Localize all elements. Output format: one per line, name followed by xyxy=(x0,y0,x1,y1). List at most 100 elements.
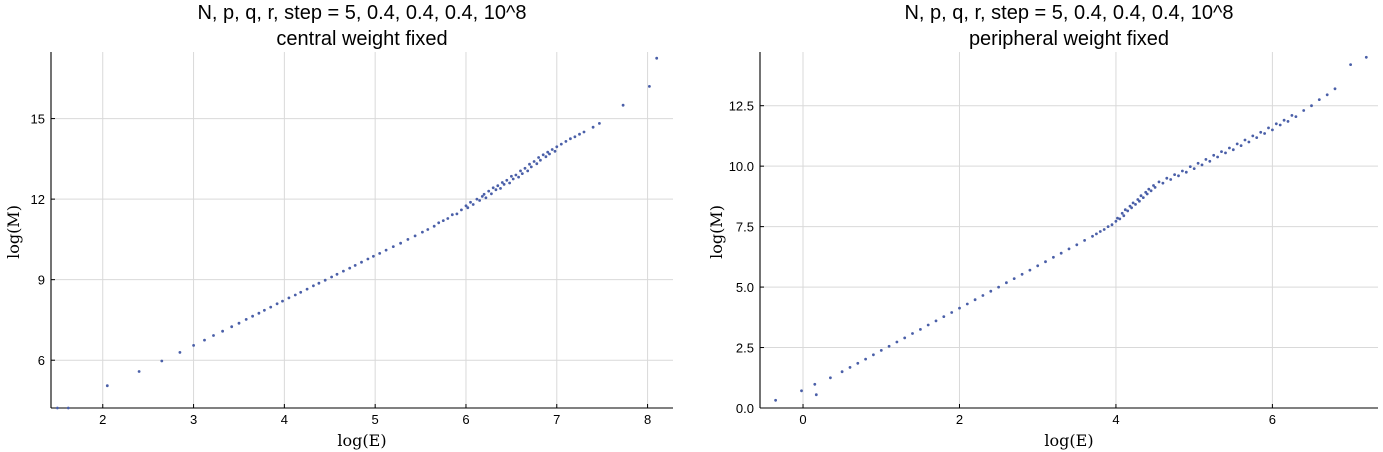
y-tick-label: 2.5 xyxy=(736,341,754,356)
data-point xyxy=(263,308,266,312)
data-point xyxy=(840,370,844,374)
data-point xyxy=(230,325,234,329)
data-point xyxy=(160,359,164,363)
data-point xyxy=(1317,98,1321,101)
data-point xyxy=(911,332,914,335)
data-point xyxy=(1126,209,1130,213)
data-point xyxy=(1290,114,1294,117)
x-tick-label: 3 xyxy=(190,412,197,427)
x-tick-label: 0 xyxy=(799,412,806,427)
data-point xyxy=(1259,130,1263,134)
chart-subtitle: peripheral weight fixed xyxy=(969,28,1169,50)
data-point xyxy=(1153,186,1157,189)
data-point xyxy=(275,302,279,306)
data-point xyxy=(559,142,563,146)
data-point xyxy=(1012,277,1016,280)
data-point xyxy=(413,234,417,238)
data-point xyxy=(484,196,488,200)
data-point xyxy=(1152,184,1155,187)
data-point xyxy=(864,357,867,361)
data-point xyxy=(496,184,500,188)
data-point xyxy=(1059,251,1063,255)
chart-title: N, p, q, r, step = 5, 0.4, 0.4, 0.4, 10^… xyxy=(197,2,526,24)
data-point xyxy=(548,152,551,156)
data-point xyxy=(421,230,424,234)
data-point xyxy=(478,199,481,202)
data-point xyxy=(578,132,581,136)
y-tick-label: 5.0 xyxy=(736,280,754,295)
x-tick-label: 7 xyxy=(553,412,560,427)
x-tick-label: 6 xyxy=(1269,412,1276,427)
data-point xyxy=(1177,174,1180,178)
data-point xyxy=(502,183,506,186)
data-point xyxy=(997,285,1000,289)
data-point xyxy=(490,192,493,196)
data-point xyxy=(1157,180,1161,184)
data-point xyxy=(432,224,436,228)
data-point xyxy=(323,278,327,282)
data-point xyxy=(535,162,539,166)
data-point xyxy=(989,289,993,293)
data-point xyxy=(508,181,511,185)
data-point xyxy=(1169,178,1173,181)
data-point xyxy=(1188,165,1192,169)
y-tick-label: 15 xyxy=(31,112,45,127)
data-point xyxy=(1274,122,1278,126)
y-tick-label: 10.0 xyxy=(729,159,754,174)
x-tick-label: 4 xyxy=(281,412,288,427)
data-point xyxy=(528,162,531,166)
data-point xyxy=(514,173,518,177)
data-point xyxy=(1204,158,1208,161)
data-point xyxy=(1333,87,1337,91)
data-point xyxy=(406,238,410,241)
data-point xyxy=(437,221,441,225)
data-point xyxy=(1161,181,1165,185)
data-point xyxy=(1235,142,1239,146)
data-point xyxy=(856,361,860,365)
data-point xyxy=(973,298,977,302)
data-point xyxy=(1083,239,1086,242)
data-point xyxy=(950,311,954,314)
x-tick-label: 2 xyxy=(956,412,963,427)
data-point xyxy=(965,302,969,306)
tick-labels: 0 2 4 6 0.0 2.5 5.0 7.5 10.0 12.5 xyxy=(729,99,1276,427)
data-point xyxy=(299,290,303,294)
x-tick-label: 4 xyxy=(1112,412,1119,427)
y-tick-label: 0.0 xyxy=(736,401,754,416)
data-point xyxy=(466,206,470,210)
data-point xyxy=(887,344,891,348)
data-point xyxy=(1165,176,1169,180)
chart-central-weight: N, p, q, r, step = 5, 0.4, 0.4, 0.4, 10^… xyxy=(4,2,673,450)
data-point xyxy=(1267,126,1270,130)
data-point xyxy=(1228,146,1231,150)
data-point xyxy=(505,178,509,182)
data-point xyxy=(192,344,196,347)
data-point xyxy=(1091,234,1094,238)
data-point xyxy=(1200,163,1204,167)
data-point xyxy=(541,153,545,157)
data-point xyxy=(1364,55,1368,59)
data-point xyxy=(517,175,520,179)
data-point xyxy=(903,336,907,340)
data-point xyxy=(1147,187,1151,191)
data-point xyxy=(269,305,273,309)
data-point xyxy=(66,406,70,410)
data-point xyxy=(1286,120,1290,123)
data-point xyxy=(1036,264,1040,268)
data-point xyxy=(281,299,284,303)
data-point xyxy=(455,212,459,216)
data-point xyxy=(1247,140,1251,144)
data-point xyxy=(480,195,484,198)
data-point xyxy=(1102,228,1106,231)
data-point xyxy=(1110,223,1114,227)
data-point xyxy=(829,376,832,380)
data-point xyxy=(1122,214,1126,218)
x-axis-label: log(E) xyxy=(1044,431,1093,450)
data-point xyxy=(237,321,241,325)
data-point xyxy=(1116,216,1119,220)
data-point xyxy=(553,149,557,153)
data-point xyxy=(1239,144,1243,148)
data-point xyxy=(1138,199,1141,203)
data-point xyxy=(1196,161,1200,165)
data-point xyxy=(544,155,548,159)
